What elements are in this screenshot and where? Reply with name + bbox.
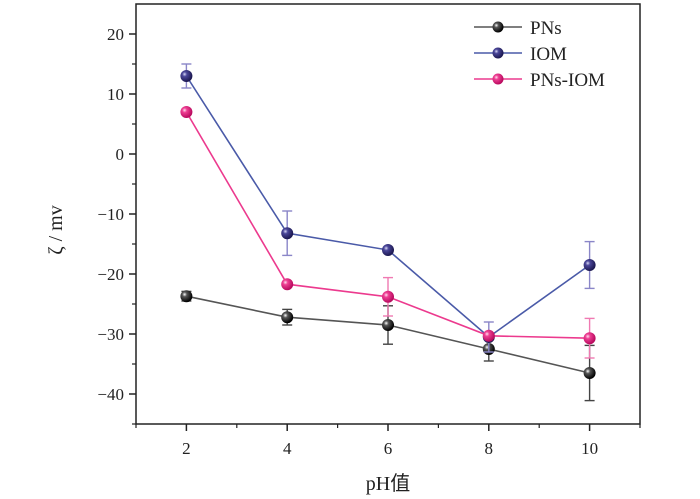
x-tick-label: 8 (485, 439, 494, 458)
data-point (382, 290, 394, 303)
y-tick-label: 10 (107, 85, 124, 104)
data-point (382, 319, 394, 331)
legend-marker (492, 73, 504, 85)
data-point (281, 227, 294, 240)
data-point (281, 311, 294, 324)
plot-border (135, 3, 641, 425)
series-layer (180, 63, 596, 402)
legend-marker (492, 47, 504, 59)
y-tick-label: 0 (116, 145, 125, 164)
legend-item: IOM (474, 44, 567, 65)
y-tick-label: 20 (107, 25, 124, 44)
data-point (482, 329, 495, 342)
x-tick-label: 4 (283, 439, 292, 458)
x-tick-label: 2 (182, 439, 191, 458)
data-point (583, 259, 596, 271)
x-tick-label: 10 (581, 439, 598, 458)
data-point (583, 367, 596, 379)
data-point (382, 244, 394, 256)
y-tick-label: −40 (97, 385, 124, 404)
legend-label: PNs-IOM (530, 70, 605, 91)
legend-label: IOM (530, 44, 567, 65)
legend-marker (492, 21, 504, 33)
data-point (180, 106, 193, 118)
y-tick-label: −30 (97, 325, 124, 344)
data-point (281, 278, 294, 291)
x-axis-title: pH值 (366, 472, 410, 495)
y-axis-title: ζ / mv (45, 205, 67, 254)
axes: 2 4 6 8 10 20 10 0 −10 −20 −30 −40 (97, 25, 641, 458)
plot-frame (135, 3, 641, 425)
y-tick-label: −10 (97, 205, 124, 224)
data-point (180, 70, 193, 82)
series-pns-iom (180, 106, 596, 359)
legend-item: PNs-IOM (474, 70, 605, 91)
data-point (583, 332, 596, 345)
data-point (180, 290, 193, 303)
legend: PNs IOM PNs-IOM (474, 18, 605, 91)
x-tick-label: 6 (384, 439, 393, 458)
legend-label: PNs (530, 18, 562, 39)
y-tick-label: −20 (97, 265, 124, 284)
legend-item: PNs (474, 18, 562, 39)
